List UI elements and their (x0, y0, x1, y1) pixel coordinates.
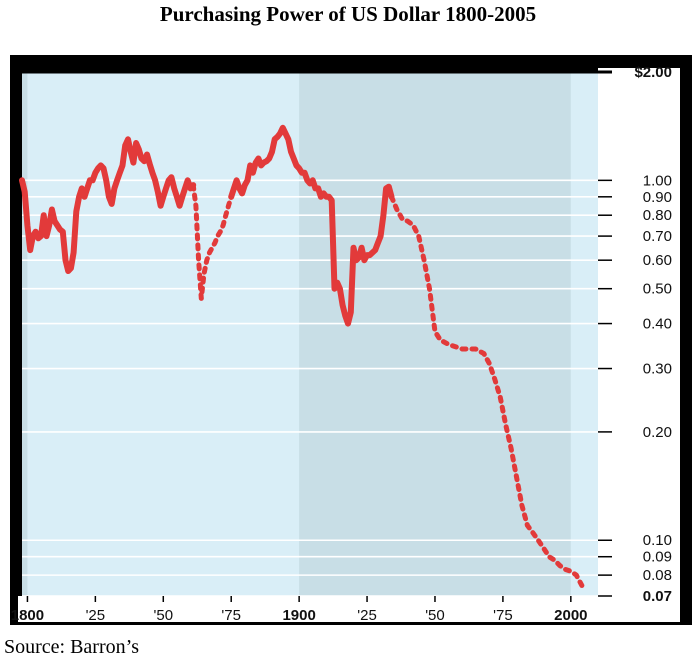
x-gutter (18, 596, 680, 622)
series-lines (19, 124, 587, 592)
series-line-3-dotted (389, 194, 587, 592)
y-tick-label: 0.80 (643, 207, 672, 224)
y-tick-labels: $2.00 1.000.900.80 0.70 0.60 0.50 0.40 0.30 0.2… (634, 64, 672, 605)
x-tick-label: '25 (86, 607, 106, 624)
y-tick-label: 0.50 (643, 281, 672, 298)
y-tick-label: 0.08 (643, 567, 672, 584)
x-tick-label: '50 (425, 607, 445, 624)
y-tick-label: 1.00 (643, 172, 672, 189)
y-tick-label: 0.20 (643, 424, 672, 441)
x-tick-label: 1900 (282, 607, 315, 624)
y-gridlines (22, 70, 612, 597)
y-tick-label: 0.30 (643, 361, 672, 378)
x-tick-label: '75 (221, 607, 241, 624)
x-tick-label: '50 (154, 607, 174, 624)
shaded-period-0 (27, 72, 300, 596)
y-tick-label: 0.07 (643, 588, 672, 605)
x-tick-label: 2000 (554, 607, 587, 624)
shaded-period-pre (22, 72, 28, 596)
source-note: Source: Barron’s (4, 636, 139, 658)
series-line-0-solid (19, 136, 197, 274)
x-tick-label: '25 (357, 607, 377, 624)
shaded-period-2 (570, 72, 585, 596)
y-tick-label: 0.60 (643, 252, 672, 269)
y-tick-label: 0.40 (643, 316, 672, 333)
x-tick-label: '75 (493, 607, 513, 624)
y-tick-label: 0.70 (643, 228, 672, 245)
series-line-2-solid (228, 124, 395, 327)
y-tick-label: 0.90 (643, 189, 672, 206)
y-tick-label: 0.09 (643, 549, 672, 566)
x-tick-label: 1800 (11, 607, 44, 624)
series-line-1-dotted (190, 182, 234, 301)
shaded-periods (22, 72, 585, 596)
right-gutter (598, 68, 680, 600)
x-tick-labels: 1800 '25 '50 '75 1900 '25 '50 '75 2000 (11, 596, 588, 624)
chart-title: Purchasing Power of US Dollar 1800-2005 (159, 2, 537, 26)
y-tick-label: 0.10 (643, 532, 672, 549)
y-tick-label: $2.00 (634, 64, 672, 81)
